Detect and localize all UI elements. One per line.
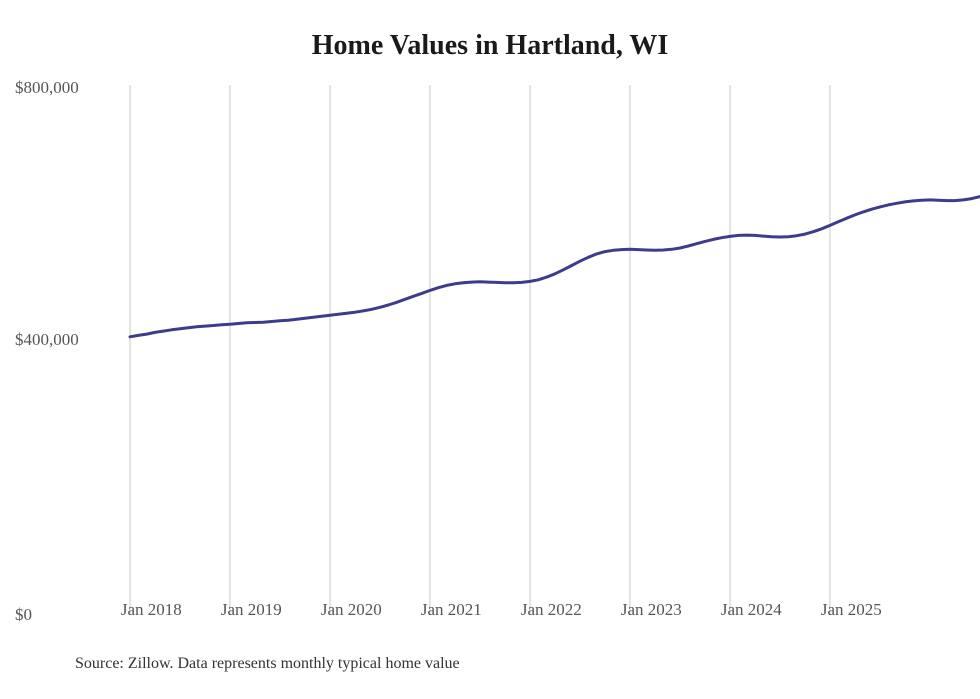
plot-area bbox=[0, 85, 980, 615]
gridlines-group bbox=[130, 85, 830, 615]
x-axis-label-1: Jan 2019 bbox=[221, 600, 282, 620]
y-axis-label-800k: $800,000 bbox=[15, 78, 79, 98]
home-value-line[interactable] bbox=[130, 189, 980, 337]
x-axis-label-0: Jan 2018 bbox=[121, 600, 182, 620]
source-caption: Source: Zillow. Data represents monthly … bbox=[75, 655, 460, 673]
chart-title: Home Values in Hartland, WI bbox=[0, 30, 980, 62]
y-axis-label-400k: $400,000 bbox=[15, 330, 79, 350]
x-axis-label-6: Jan 2024 bbox=[721, 600, 782, 620]
y-axis-label-0: $0 bbox=[15, 605, 32, 625]
x-axis-label-2: Jan 2020 bbox=[321, 600, 382, 620]
chart-container: Home Values in Hartland, WI $800,000 $40… bbox=[0, 0, 980, 699]
chart-svg bbox=[0, 85, 980, 615]
x-axis-label-7: Jan 2025 bbox=[821, 600, 882, 620]
x-axis-label-5: Jan 2023 bbox=[621, 600, 682, 620]
x-axis-label-4: Jan 2022 bbox=[521, 600, 582, 620]
x-axis-label-3: Jan 2021 bbox=[421, 600, 482, 620]
